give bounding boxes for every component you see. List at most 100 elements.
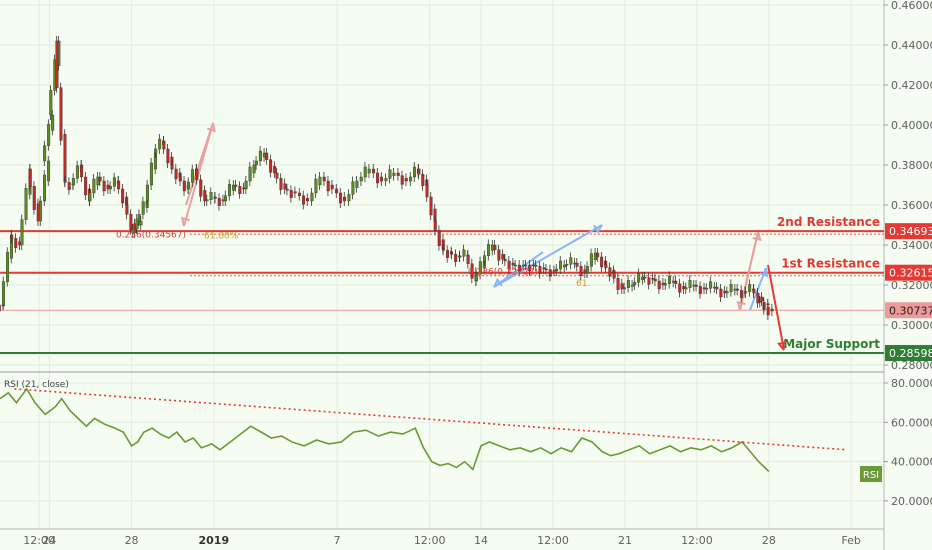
candle-body: [633, 282, 637, 286]
level-name-label: 1st Resistance: [781, 257, 880, 271]
fib-annotation: 0.236(0.32722): [468, 268, 538, 278]
candle-body: [285, 188, 289, 191]
candle-body: [314, 178, 318, 194]
fib-annotation: 61.: [576, 279, 590, 289]
trend-arrow-head[interactable]: [759, 267, 769, 278]
candle-body: [238, 186, 242, 194]
candle-body: [404, 178, 408, 182]
candle-body: [339, 192, 343, 204]
candle-body: [437, 230, 441, 246]
level-value-badge: [885, 302, 932, 319]
candle-body: [647, 277, 651, 285]
candle-body: [380, 176, 384, 182]
candle-body: [145, 184, 149, 202]
candle-body: [462, 249, 466, 257]
price-tick-label: 0.38000: [891, 159, 932, 172]
candle-body: [75, 165, 79, 179]
trend-arrow[interactable]: [739, 231, 759, 311]
candle-body: [608, 267, 612, 277]
candle-body: [63, 134, 67, 182]
fib-annotations: 0.236(0.34567) 61.80% 0.236(0.32722) 61.: [116, 231, 590, 289]
candle-body: [478, 261, 482, 275]
rsi-axis[interactable]: 80.0000 60.0000 40.0000 20.0000: [884, 377, 932, 508]
candle-body: [166, 148, 170, 164]
candle-body: [234, 184, 238, 187]
candle-body: [372, 168, 376, 174]
candle-body: [28, 168, 32, 187]
trend-arrow-head[interactable]: [206, 122, 216, 133]
trend-arrow-head[interactable]: [752, 231, 762, 242]
candle-body: [20, 219, 24, 246]
candle-body: [429, 196, 433, 216]
candle-body: [330, 184, 334, 190]
price-levels: 0.34693 2nd Resistance 0.32615 1st Resistan…: [0, 215, 932, 362]
candle-body: [108, 186, 112, 190]
candle-body: [347, 194, 351, 202]
candle-body: [59, 87, 63, 141]
level-value-badge: [885, 345, 932, 362]
candle-body: [252, 164, 256, 174]
candle-body: [359, 176, 363, 182]
candle-body: [579, 266, 583, 276]
candle-body: [351, 181, 355, 195]
candle-body: [589, 253, 593, 267]
candle-body: [474, 274, 478, 282]
rsi-title: RSI (21, close): [4, 380, 69, 390]
candle-body: [559, 260, 563, 270]
candle-body: [47, 160, 51, 182]
candle-body: [620, 283, 624, 290]
candle-body: [117, 180, 121, 190]
trend-arrow-head[interactable]: [593, 224, 603, 234]
candle-body: [622, 287, 626, 290]
trend-arrow-head[interactable]: [736, 300, 746, 311]
candle-body: [524, 264, 528, 267]
candle-body: [170, 164, 174, 170]
candle-body: [0, 304, 1, 312]
candle-body: [511, 262, 515, 266]
candle-body: [209, 192, 213, 200]
candle-body: [534, 264, 538, 267]
candle-body: [248, 166, 252, 182]
candle-body: [729, 284, 733, 292]
trend-arrow-head[interactable]: [180, 216, 190, 227]
level-value-label: 0.34693: [889, 225, 932, 238]
level-name-label: Major Support: [783, 337, 880, 351]
level-name-label: 2nd Resistance: [777, 215, 880, 229]
time-tick-label: 2019: [198, 534, 229, 547]
time-tick-label: 12:00: [414, 534, 446, 547]
candle-body: [343, 196, 347, 202]
candle-body: [544, 268, 548, 271]
trend-arrow[interactable]: [493, 224, 603, 288]
candle-body: [604, 264, 608, 268]
candle-body: [43, 145, 47, 162]
candle-body: [441, 248, 445, 251]
candle-body: [279, 178, 283, 190]
candle-body: [454, 254, 458, 262]
candle-body: [616, 278, 620, 290]
price-axis[interactable]: 0.46000 0.44000 0.42000 0.40000 0.38000 0.360…: [884, 0, 932, 372]
time-tick-label: 12:00: [537, 534, 569, 547]
trend-arrow[interactable]: [183, 122, 214, 227]
time-tick-label: 28: [762, 534, 776, 547]
candle-body: [275, 172, 279, 179]
candle-body: [232, 184, 236, 191]
candle-body: [191, 169, 195, 183]
rsi-badge: [860, 466, 882, 482]
candle-body: [585, 266, 589, 274]
candle-body: [513, 264, 517, 267]
price-tick-label: 0.34000: [891, 239, 932, 252]
candle-body: [102, 180, 106, 192]
rsi-tick-label: 40.0000: [891, 456, 932, 469]
candle-body: [217, 198, 221, 206]
candle-body: [563, 264, 567, 268]
candle-body: [600, 256, 604, 268]
candle-body: [355, 180, 359, 188]
fib-annotation: 0.236(0.34567): [116, 231, 186, 241]
forecast-arrow-head[interactable]: [777, 341, 787, 351]
candle-body: [400, 175, 404, 185]
forecast-arrow[interactable]: [767, 264, 785, 351]
candle-body: [84, 176, 88, 196]
candle-body: [88, 192, 92, 202]
